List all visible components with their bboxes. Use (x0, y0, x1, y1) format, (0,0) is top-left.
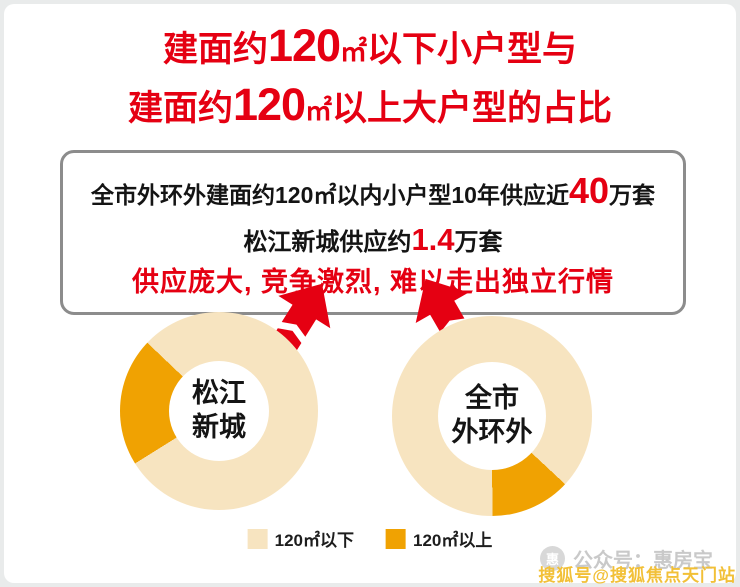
title-line-2: 建面约120㎡以上大户型的占比 (127, 79, 613, 131)
title-line-1: 建面约120㎡以下小户型与 (162, 20, 578, 71)
donut-chart-songjiang: 松江 新城 (120, 312, 318, 510)
donut-center-label-songjiang: 松江 新城 (169, 361, 269, 461)
legend-item-above-120: 120㎡以上 (386, 526, 492, 551)
watermark-account-text: 公众号：惠房宝 (573, 550, 713, 572)
donut-center-label-citywide: 全市 外环外 (438, 362, 546, 470)
info-line-conclusion: 供应庞大, 竞争激烈, 难以走出独立行情 (131, 267, 614, 298)
supply-info-box: 全市外环外建面约120㎡以内小户型10年供应近40万套 松江新城供应约1.4万套… (60, 150, 686, 315)
legend-swatch-below-120 (247, 528, 268, 549)
legend: 120㎡以下 120㎡以上 (247, 526, 492, 551)
donut-chart-citywide: 全市 外环外 (392, 316, 592, 516)
huifangbao-logo-icon: 惠 (540, 546, 565, 571)
legend-label: 120㎡以上 (413, 531, 493, 550)
donut-label-line: 外环外 (451, 417, 533, 447)
infographic-card: 建面约120㎡以下小户型与 建面约120㎡以上大户型的占比 全市外环外建面约12… (4, 4, 736, 583)
watermark-account: 惠 公众号：惠房宝 (540, 544, 713, 573)
sohu-watermark: 搜狐号@搜狐焦点天门站 (538, 566, 736, 585)
donut-label-line: 全市 (465, 383, 519, 414)
legend-label: 120㎡以下 (274, 531, 354, 550)
donut-label-line: 新城 (192, 412, 246, 442)
info-line-supply-total: 全市外环外建面约120㎡以内小户型10年供应近40万套 (90, 170, 655, 211)
legend-swatch-above-120 (386, 528, 406, 549)
info-line-songjiang-supply: 松江新城供应约1.4万套 (243, 222, 503, 257)
donut-label-line: 松江 (192, 378, 246, 409)
legend-item-below-120: 120㎡以下 (247, 526, 354, 551)
page-title: 建面约120㎡以下小户型与 建面约120㎡以上大户型的占比 (4, 16, 736, 135)
